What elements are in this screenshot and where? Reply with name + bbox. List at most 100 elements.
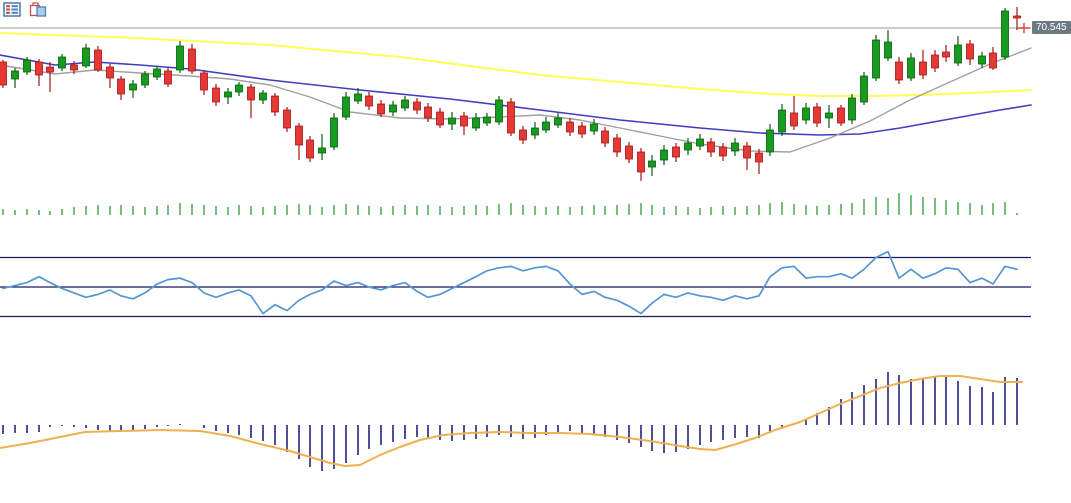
candle-up	[731, 138, 739, 156]
candle-down	[790, 96, 798, 130]
candle-down	[566, 118, 574, 136]
candle-down	[0, 60, 7, 88]
candle-down	[755, 149, 763, 174]
candle-down	[295, 123, 303, 160]
candle-up	[235, 82, 243, 96]
candle-down	[837, 105, 845, 126]
candle-down	[813, 103, 821, 127]
candle-up	[684, 138, 692, 155]
candle-down	[212, 84, 220, 106]
candle-up	[224, 88, 232, 104]
candle-up	[766, 124, 774, 156]
candle-down	[637, 148, 645, 181]
rsi-panel	[0, 250, 1031, 318]
candle-down	[672, 143, 680, 162]
candle-down	[931, 50, 939, 72]
candle-up	[448, 112, 456, 130]
candle-up	[23, 57, 31, 75]
candle-down	[247, 84, 255, 118]
candle-up	[884, 30, 892, 61]
candle-down	[70, 61, 78, 74]
candle-up	[318, 134, 326, 160]
candle-down	[283, 107, 291, 132]
candle-down	[1013, 7, 1021, 30]
candle-down	[719, 143, 727, 161]
candle-up	[554, 113, 562, 128]
candle-up	[354, 88, 362, 104]
candle-down	[35, 59, 43, 86]
macd-signal-line	[0, 375, 1023, 467]
candle-up	[907, 53, 915, 81]
candle-down	[942, 45, 950, 62]
candle-up	[259, 90, 267, 104]
candle-up	[542, 117, 550, 133]
candle-up	[778, 104, 786, 136]
candle-up	[978, 52, 986, 68]
candle-down	[989, 47, 997, 70]
candle-up	[648, 155, 656, 176]
candle-down	[460, 112, 468, 135]
price-tick-marker	[1018, 23, 1030, 33]
ma-navy-line	[0, 54, 1032, 136]
candle-up	[472, 113, 480, 131]
candle-down	[601, 127, 609, 147]
candle-down	[117, 76, 125, 100]
candle-down	[365, 92, 373, 110]
candle-down	[377, 100, 385, 117]
candle-up	[696, 134, 704, 150]
candle-down	[919, 50, 927, 79]
candle-up	[848, 94, 856, 124]
ma-gray-line	[0, 47, 1032, 153]
candle-down	[424, 103, 432, 122]
candle-up	[860, 72, 868, 105]
chart-toolbar	[3, 2, 48, 17]
candle-down	[164, 68, 172, 87]
candle-up	[590, 119, 598, 135]
candle-down	[46, 62, 54, 92]
candle-up	[389, 101, 397, 116]
chart-windows-icon	[29, 2, 47, 17]
candle-up	[495, 96, 503, 125]
candle-down	[188, 44, 196, 74]
volume-panel	[2, 193, 1018, 215]
candle-down	[895, 57, 903, 84]
candle-down	[200, 70, 208, 95]
quote-list-button[interactable]	[3, 2, 22, 17]
candle-up	[58, 54, 66, 71]
candle-up	[1001, 8, 1009, 60]
rsi-line	[2, 250, 1018, 315]
macd-panel	[0, 372, 1023, 471]
candle-up	[954, 36, 962, 66]
candle-up	[82, 44, 90, 68]
candle-down	[613, 134, 621, 157]
candle-down	[625, 142, 633, 163]
candle-up	[176, 41, 184, 73]
candle-down	[271, 93, 279, 116]
price-panel	[0, 7, 1032, 181]
candle-up	[401, 96, 409, 111]
candle-up	[531, 122, 539, 139]
candle-down	[94, 46, 102, 72]
candle-up	[129, 80, 137, 98]
candle-down	[106, 64, 114, 88]
candle-up	[153, 66, 161, 80]
candle-down	[436, 108, 444, 128]
quote-list-icon	[3, 2, 21, 17]
candle-down	[306, 136, 314, 162]
candle-up	[11, 68, 19, 88]
candle-down	[966, 40, 974, 65]
candle-down	[507, 98, 515, 136]
candle-down	[743, 142, 751, 170]
candle-down	[707, 138, 715, 157]
candle-down	[519, 126, 527, 144]
new-chart-button[interactable]	[29, 2, 48, 17]
candle-down	[578, 122, 586, 138]
candle-down	[413, 98, 421, 114]
candle-up	[141, 71, 149, 88]
candle-up	[342, 92, 350, 120]
candle-up	[802, 103, 810, 124]
candle-up	[483, 113, 491, 126]
last-price-label: 70.545	[1032, 21, 1071, 34]
